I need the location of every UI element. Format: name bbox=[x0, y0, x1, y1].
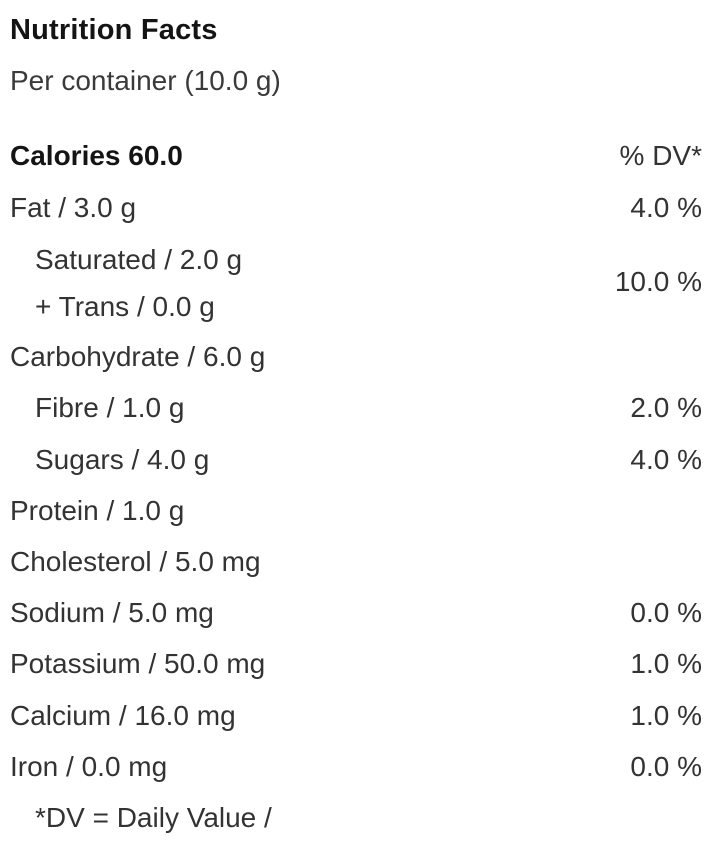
sugars-label: Sugars / 4.0 g bbox=[35, 444, 210, 475]
calcium-label: Calcium / 16.0 mg bbox=[10, 700, 236, 731]
fibre-label: Fibre / 1.0 g bbox=[35, 392, 185, 423]
calories-row: Calories 60.0 % DV* bbox=[10, 136, 702, 176]
iron-label: Iron / 0.0 mg bbox=[10, 751, 168, 782]
sugars-row: Sugars / 4.0 g 4.0 % bbox=[10, 440, 702, 480]
fat-label: Fat / 3.0 g bbox=[10, 192, 137, 223]
protein-row: Protein / 1.0 g bbox=[10, 491, 702, 531]
potassium-dv: 1.0 % bbox=[630, 648, 702, 679]
carbohydrate-row: Carbohydrate / 6.0 g bbox=[10, 337, 702, 377]
saturated-trans-group: Saturated / 2.0 g + Trans / 0.0 g 10.0 % bbox=[10, 238, 702, 332]
fat-dv: 4.0 % bbox=[630, 192, 702, 223]
sodium-label: Sodium / 5.0 mg bbox=[10, 597, 214, 628]
sugars-dv: 4.0 % bbox=[630, 444, 702, 475]
fibre-row: Fibre / 1.0 g 2.0 % bbox=[10, 388, 702, 428]
calcium-row: Calcium / 16.0 mg 1.0 % bbox=[10, 696, 702, 736]
iron-dv: 0.0 % bbox=[630, 751, 702, 782]
dv-header: % DV* bbox=[619, 140, 702, 171]
protein-label: Protein / 1.0 g bbox=[10, 495, 185, 526]
sodium-dv: 0.0 % bbox=[630, 597, 702, 628]
saturated-trans-dv: 10.0 % bbox=[614, 266, 702, 297]
saturated-label: Saturated / 2.0 g bbox=[35, 244, 243, 275]
cholesterol-label: Cholesterol / 5.0 mg bbox=[10, 546, 261, 577]
iron-row: Iron / 0.0 mg 0.0 % bbox=[10, 747, 702, 787]
carbohydrate-label: Carbohydrate / 6.0 g bbox=[10, 341, 266, 372]
serving-size: Per container (10.0 g) bbox=[10, 65, 281, 96]
calories-label: Calories 60.0 bbox=[10, 140, 183, 171]
fibre-dv: 2.0 % bbox=[630, 392, 702, 423]
trans-label: + Trans / 0.0 g bbox=[35, 291, 215, 322]
potassium-row: Potassium / 50.0 mg 1.0 % bbox=[10, 644, 702, 684]
potassium-label: Potassium / 50.0 mg bbox=[10, 648, 266, 679]
sodium-row: Sodium / 5.0 mg 0.0 % bbox=[10, 593, 702, 633]
cholesterol-row: Cholesterol / 5.0 mg bbox=[10, 542, 702, 582]
nutrition-facts-title: Nutrition Facts bbox=[10, 14, 218, 46]
fat-row: Fat / 3.0 g 4.0 % bbox=[10, 188, 702, 228]
calcium-dv: 1.0 % bbox=[630, 700, 702, 731]
daily-value-footnote: *DV = Daily Value / bbox=[35, 802, 272, 833]
